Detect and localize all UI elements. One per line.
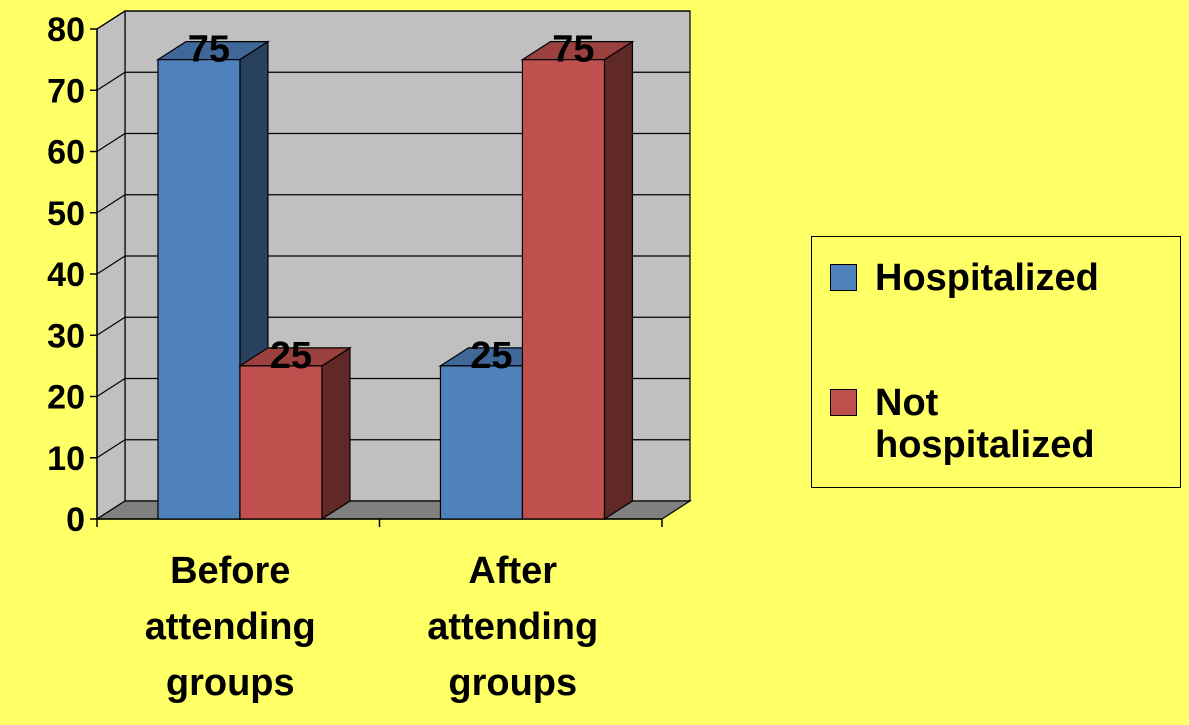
data-label-not-hospitalized: 75 — [552, 29, 594, 71]
x-category-label: groups — [448, 662, 577, 704]
legend-label-not-hospitalized: Not hospitalized — [875, 382, 1095, 466]
gridline-side — [96, 132, 126, 153]
legend-label-hospitalized: Hospitalized — [875, 257, 1099, 299]
bar-hospitalized — [157, 59, 241, 520]
gridline-side — [96, 316, 126, 336]
bar-not-hospitalized — [521, 59, 606, 520]
y-tick-label: 70 — [47, 72, 85, 110]
gridline-side — [96, 377, 126, 398]
data-label-hospitalized: 75 — [188, 29, 230, 71]
bar-side-not-hospitalized — [603, 40, 634, 521]
y-tick-label: 60 — [47, 134, 85, 172]
y-tick-label: 80 — [47, 11, 85, 49]
y-tick-label: 10 — [47, 440, 85, 478]
y-tick-label: 30 — [47, 317, 85, 355]
legend-item-hospitalized: Hospitalized — [830, 257, 1099, 299]
y-tick-label: 0 — [66, 501, 85, 539]
gridline-side — [96, 194, 126, 214]
bar-side-not-hospitalized — [321, 346, 351, 521]
legend-swatch-hospitalized — [830, 264, 857, 291]
x-category-label: After — [468, 550, 557, 592]
x-category-label: Before — [170, 550, 290, 592]
legend-swatch-not-hospitalized — [830, 389, 857, 416]
gridline-side — [96, 255, 126, 275]
y-tick-label: 50 — [47, 195, 85, 233]
bar-hospitalized — [439, 365, 524, 520]
legend-item-not-hospitalized: Not hospitalized — [830, 382, 1095, 466]
x-category-label: attending — [145, 606, 316, 648]
y-tick-label: 20 — [47, 379, 85, 417]
x-category-label: groups — [166, 662, 295, 704]
bar-not-hospitalized — [239, 365, 323, 520]
y-tick-label: 40 — [47, 256, 85, 294]
gridline-side — [96, 10, 126, 30]
legend: Hospitalized Not hospitalized — [811, 236, 1181, 488]
data-label-not-hospitalized: 25 — [270, 335, 312, 377]
gridline-side — [96, 439, 126, 459]
gridline-side — [96, 71, 126, 91]
data-label-hospitalized: 25 — [470, 335, 512, 377]
x-category-label: attending — [427, 606, 598, 648]
